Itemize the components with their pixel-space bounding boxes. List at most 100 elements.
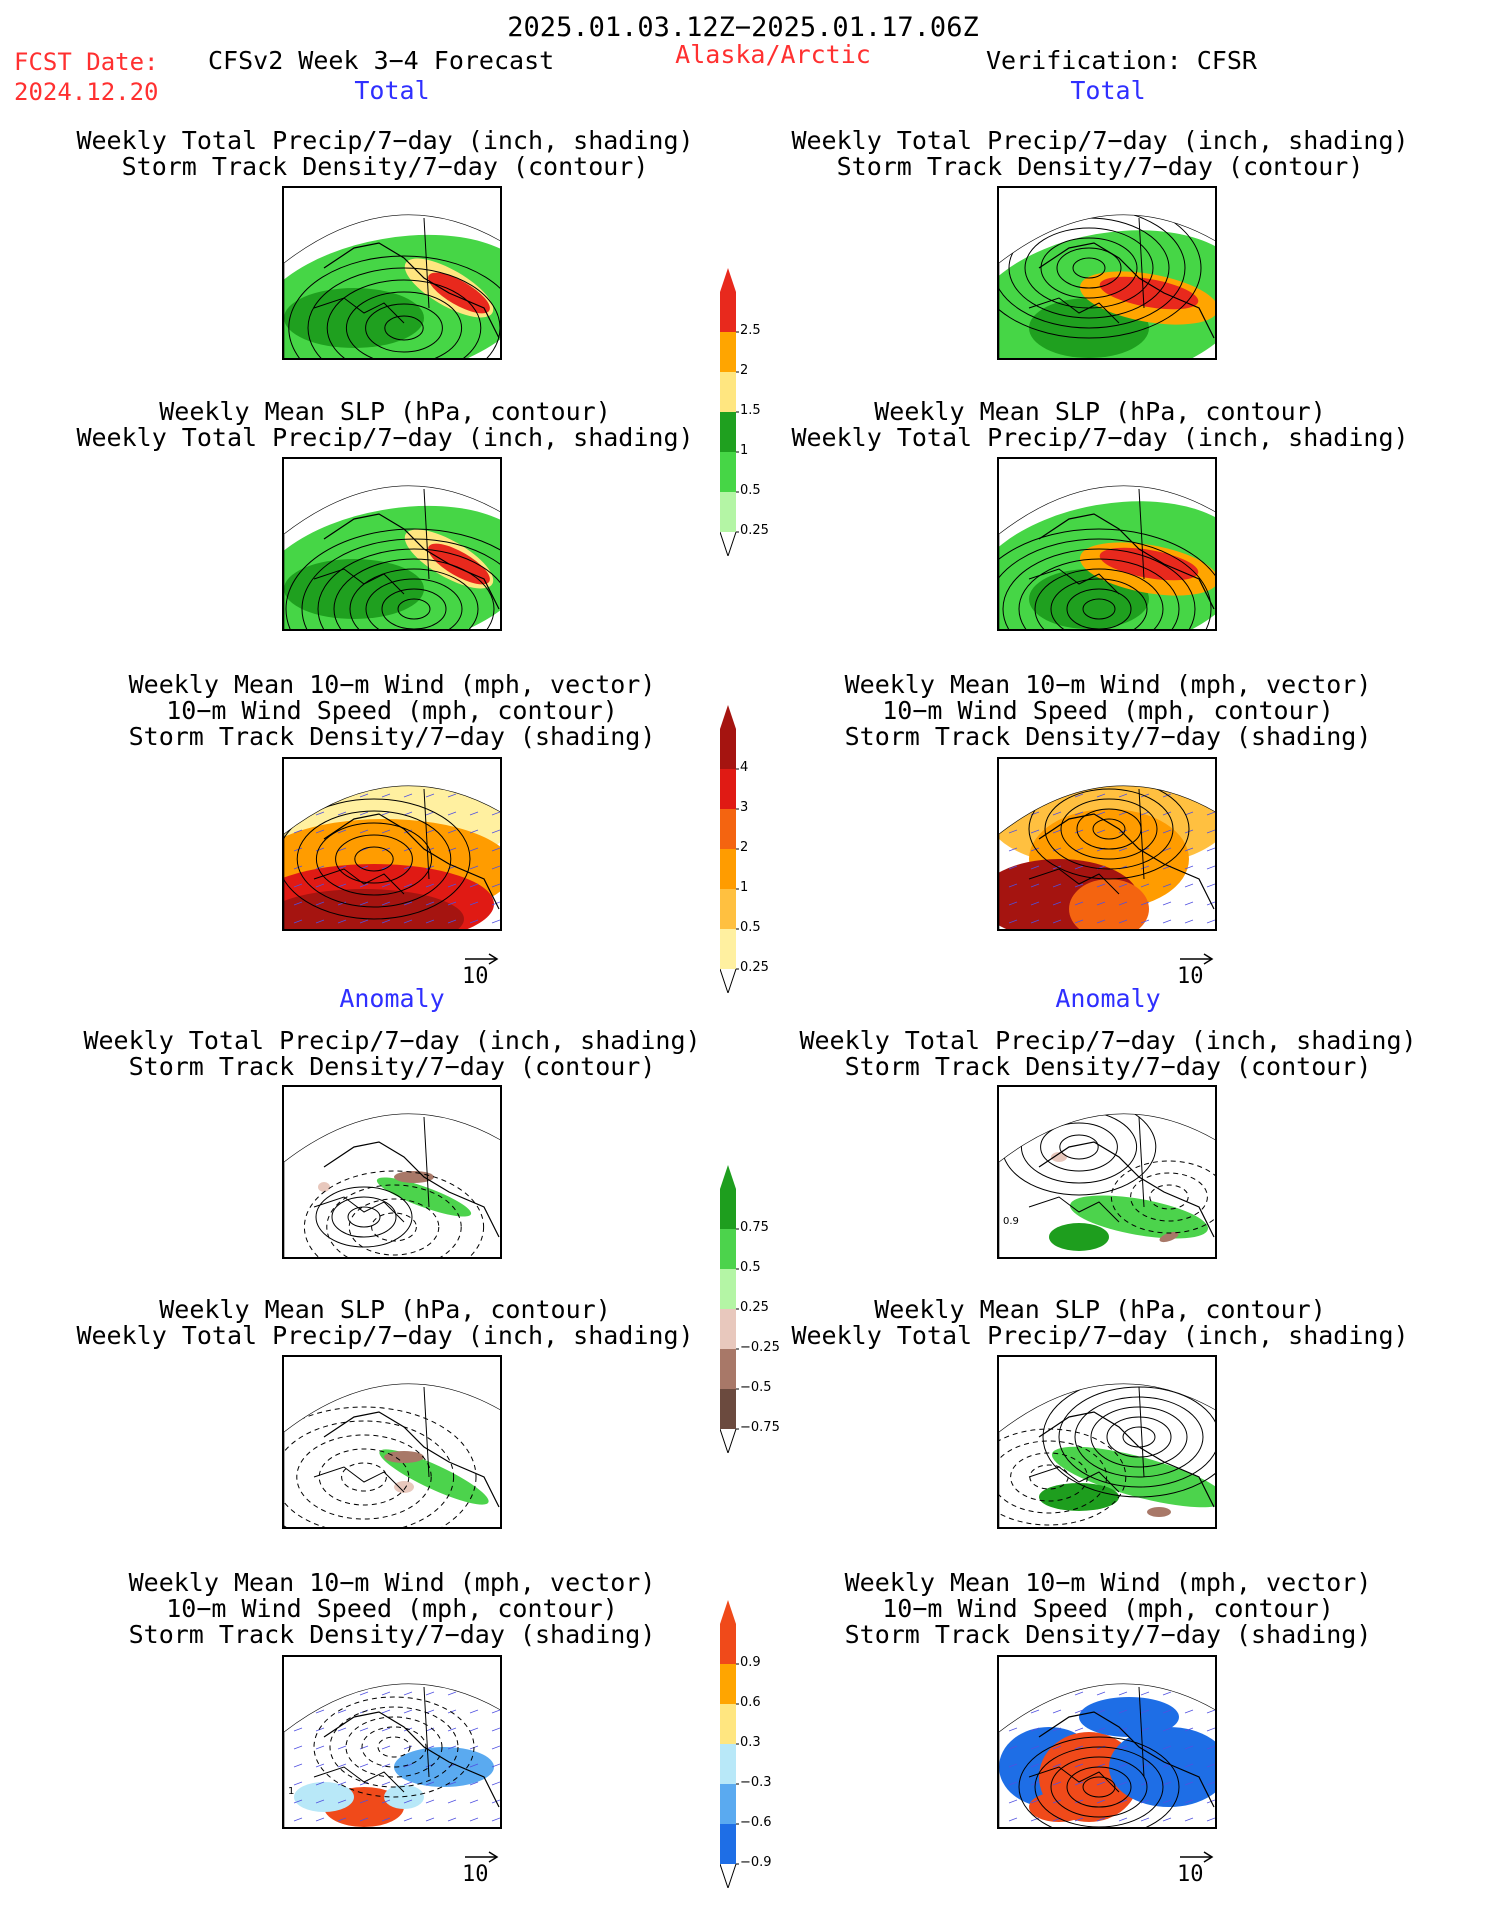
caption-line: Weekly Total Precip/7−day (inch, shading… (791, 126, 1409, 155)
colorbar-label: 0.25 (740, 1300, 769, 1315)
caption-line: Weekly Total Precip/7−day (inch, shading… (76, 126, 694, 155)
caption-line: Storm Track Density/7−day (contour) (121, 152, 649, 181)
colorbar-label: 0.9 (740, 1655, 761, 1670)
colorbar-label: 0.6 (740, 1695, 761, 1710)
colorbar-label: 1 (740, 443, 749, 458)
caption-line: Storm Track Density/7−day (contour) (128, 1052, 656, 1081)
caption-line: Weekly Total Precip/7−day (inch, shading… (83, 1026, 701, 1055)
reference-vector: 10 (1177, 952, 1215, 988)
section-anomaly-verification: Anomaly (1055, 984, 1161, 1013)
arrow-right-icon (465, 1851, 499, 1863)
caption-line: Weekly Mean 10−m Wind (mph, vector) (128, 670, 656, 699)
caption-line: Storm Track Density/7−day (contour) (844, 1052, 1372, 1081)
map-panel-fcst-total-wind (282, 757, 502, 931)
map-panel-fcst-total-slp-precip (282, 457, 502, 631)
caption-line: 10−m Wind Speed (mph, contour) (882, 1594, 1334, 1623)
reference-vector-value: 10 (462, 964, 489, 989)
caption-line: Weekly Mean 10−m Wind (mph, vector) (844, 670, 1372, 699)
verification-label: Verification: CFSR (986, 46, 1257, 75)
caption-line: Weekly Mean 10−m Wind (mph, vector) (128, 1568, 656, 1597)
colorbar-label: 3 (740, 800, 749, 815)
map-panel-verif-total-wind (997, 757, 1217, 931)
colorbar-label: 1.5 (740, 403, 761, 418)
reference-vector-value: 10 (462, 1862, 489, 1887)
reference-vector-value: 10 (1177, 1862, 1204, 1887)
map-field (284, 1113, 500, 1257)
map-panel-verif-anom-precip-storm: 0.9 (997, 1085, 1217, 1259)
colorbar-label: 1 (740, 880, 749, 895)
fcst-date-label: FCST Date: (14, 48, 159, 76)
caption-line: Storm Track Density/7−day (shading) (128, 722, 656, 751)
section-total-forecast: Total (354, 76, 430, 105)
colorbar-total-storm: 4 3 2 1 0.5 0.25 (719, 705, 790, 997)
caption-line: Weekly Mean SLP (hPa, contour) (874, 397, 1326, 426)
map-field (284, 1683, 500, 1827)
arrow-right-icon (1180, 1851, 1214, 1863)
caption-line: Weekly Total Precip/7−day (inch, shading… (791, 423, 1409, 452)
map-field (999, 485, 1215, 629)
caption-line: Storm Track Density/7−day (shading) (844, 722, 1372, 751)
caption-line: Weekly Total Precip/7−day (inch, shading… (76, 1321, 694, 1350)
caption-line: 10−m Wind Speed (mph, contour) (882, 696, 1334, 725)
map-field (999, 1683, 1215, 1827)
caption-line: Weekly Total Precip/7−day (inch, shading… (76, 423, 694, 452)
map-field (284, 214, 500, 358)
contour-label: 1 (288, 1786, 295, 1797)
colorbar-label: −0.25 (740, 1340, 780, 1355)
caption-line: Weekly Mean 10−m Wind (mph, vector) (844, 1568, 1372, 1597)
colorbar-label: 0.5 (740, 920, 761, 935)
map-panel-verif-anom-slp-precip (997, 1355, 1217, 1529)
caption-line: Weekly Total Precip/7−day (inch, shading… (799, 1026, 1417, 1055)
colorbar-label: −0.6 (740, 1815, 772, 1830)
colorbar-label: 2.5 (740, 323, 761, 338)
map-panel-verif-total-slp-precip (997, 457, 1217, 631)
colorbar-label: 0.3 (740, 1735, 761, 1750)
map-panel-verif-total-precip-storm (997, 186, 1217, 360)
map-field (999, 1383, 1215, 1527)
reference-vector: 10 (1177, 1850, 1215, 1886)
caption-line: Storm Track Density/7−day (shading) (128, 1620, 656, 1649)
colorbar-label: 0.5 (740, 483, 761, 498)
reference-vector: 10 (462, 952, 500, 988)
map-panel-fcst-anom-wind: 1 (282, 1655, 502, 1829)
colorbar-anom-precip: 0.75 0.5 0.25 −0.25 −0.5 −0.75 (719, 1165, 790, 1457)
map-panel-fcst-anom-slp-precip (282, 1355, 502, 1529)
caption-line: 10−m Wind Speed (mph, contour) (166, 1594, 618, 1623)
map-field (284, 785, 500, 929)
arrow-right-icon (465, 953, 499, 965)
caption-line: Storm Track Density/7−day (contour) (836, 152, 1364, 181)
map-panel-verif-anom-wind (997, 1655, 1217, 1829)
map-panel-fcst-total-precip-storm (282, 186, 502, 360)
map-field (284, 1383, 500, 1527)
map-field (999, 785, 1215, 929)
colorbar-label: 2 (740, 363, 749, 378)
map-field (999, 1113, 1215, 1257)
product-title: CFSv2 Week 3−4 Forecast (208, 46, 555, 75)
caption-line: Weekly Total Precip/7−day (inch, shading… (791, 1321, 1409, 1350)
section-total-verification: Total (1070, 76, 1146, 105)
colorbar-label: −0.9 (740, 1855, 772, 1870)
colorbar-label: 0.25 (740, 523, 769, 538)
colorbar-total-precip: 2.5 2 1.5 1 0.5 0.25 (719, 268, 790, 560)
colorbar-label: −0.5 (740, 1380, 772, 1395)
section-anomaly-forecast: Anomaly (339, 984, 445, 1013)
reference-vector: 10 (462, 1850, 500, 1886)
contour-label: 0.9 (1003, 1216, 1019, 1227)
region-label: Alaska/Arctic (675, 40, 871, 69)
colorbar-label: 2 (740, 840, 749, 855)
colorbar-label: 4 (740, 760, 749, 775)
colorbar-label: −0.3 (740, 1775, 772, 1790)
caption-line: Weekly Mean SLP (hPa, contour) (159, 1295, 611, 1324)
colorbar-label: 0.25 (740, 960, 769, 975)
caption-line: Weekly Mean SLP (hPa, contour) (874, 1295, 1326, 1324)
map-field (999, 214, 1215, 358)
colorbar-label: −0.75 (740, 1420, 780, 1435)
colorbar-anom-storm: 0.9 0.6 0.3 −0.3 −0.6 −0.9 (719, 1600, 790, 1892)
colorbar-label: 0.75 (740, 1220, 769, 1235)
colorbar-label: 0.5 (740, 1260, 761, 1275)
caption-line: Weekly Mean SLP (hPa, contour) (159, 397, 611, 426)
reference-vector-value: 10 (1177, 964, 1204, 989)
caption-line: Storm Track Density/7−day (shading) (844, 1620, 1372, 1649)
valid-period: 2025.01.03.12Z−2025.01.17.06Z (507, 12, 979, 43)
caption-line: 10−m Wind Speed (mph, contour) (166, 696, 618, 725)
